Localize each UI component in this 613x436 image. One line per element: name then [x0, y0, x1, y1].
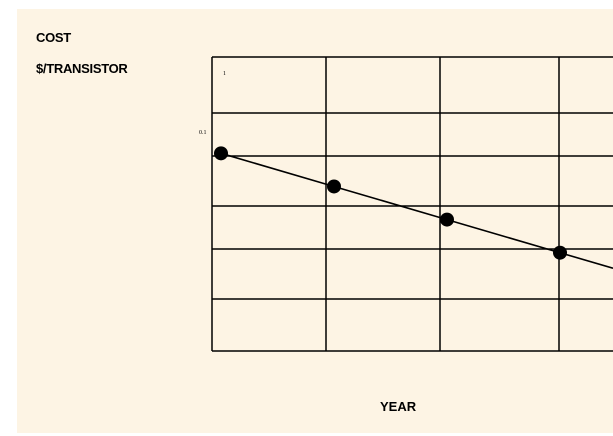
x-axis-label: YEAR — [380, 399, 417, 414]
data-point-2 — [440, 212, 454, 227]
data-point-0 — [214, 146, 228, 161]
y-axis-label-line-1: COST — [36, 30, 71, 45]
chart-background — [17, 9, 613, 433]
data-point-1 — [327, 179, 341, 194]
y-tick-label-1: 1 — [223, 71, 226, 77]
data-point-3 — [553, 245, 567, 260]
y-axis-label-line-2: $/TRANSISTOR — [36, 61, 128, 76]
y-tick-label-0.1: 0.1 — [199, 130, 207, 136]
